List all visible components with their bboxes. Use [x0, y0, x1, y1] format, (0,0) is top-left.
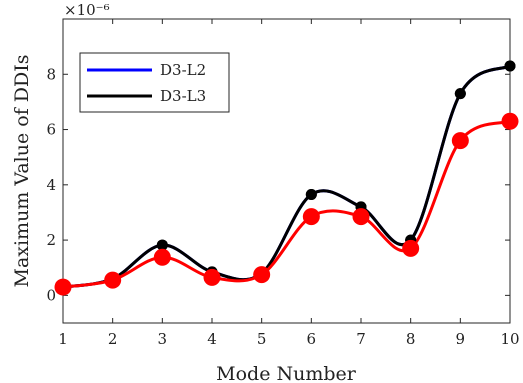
y-exponent-label: ×10⁻⁶: [64, 1, 110, 19]
data-point-series-3: [352, 208, 370, 226]
x-tick-label: 9: [456, 330, 466, 348]
y-tick-label: 4: [46, 176, 56, 194]
data-point-series-3: [54, 278, 72, 296]
x-tick-label: 3: [158, 330, 168, 348]
data-point-series-2: [156, 239, 168, 251]
x-tick-label: 2: [108, 330, 118, 348]
y-axis-title: Maximum Value of DDIs: [11, 54, 33, 287]
data-point-series-3: [402, 239, 420, 257]
y-tick-label: 2: [46, 231, 56, 249]
data-point-series-3: [501, 112, 519, 130]
data-point-series-3: [104, 271, 122, 289]
x-tick-label: 5: [257, 330, 267, 348]
series-line-2: [62, 64, 511, 289]
data-point-series-2: [454, 88, 466, 100]
data-point-series-3: [203, 268, 221, 286]
x-tick-label: 10: [500, 330, 519, 348]
y-axis: 0 2 4 6 8: [46, 65, 510, 304]
legend-box: [79, 52, 230, 113]
x-tick-label: 1: [58, 330, 68, 348]
x-tick-label: 4: [207, 330, 217, 348]
legend-label-d3-l2: D3-L2: [160, 61, 206, 79]
data-point-series-3: [302, 208, 320, 226]
y-tick-label: 6: [46, 121, 56, 139]
data-point-series-3: [153, 248, 171, 266]
data-point-series-2: [504, 60, 516, 72]
x-tick-label: 7: [356, 330, 366, 348]
legend-label-d3-l3: D3-L3: [160, 87, 206, 105]
x-tick-label: 8: [406, 330, 416, 348]
x-axis-title: Mode Number: [216, 363, 357, 383]
y-tick-label: 0: [46, 286, 56, 304]
series-line-3: [62, 119, 511, 289]
series-curves: [62, 64, 511, 289]
data-point-series-3: [451, 132, 469, 150]
legend: D3-L2 D3-L3: [79, 52, 230, 113]
data-point-series-2: [305, 188, 317, 200]
data-point-series-3: [253, 266, 271, 284]
x-tick-label: 6: [307, 330, 317, 348]
series-markers: [54, 60, 519, 296]
y-tick-label: 8: [46, 65, 56, 83]
x-axis: 1 2 3 4 5 6 7 8 9 10: [58, 19, 520, 348]
